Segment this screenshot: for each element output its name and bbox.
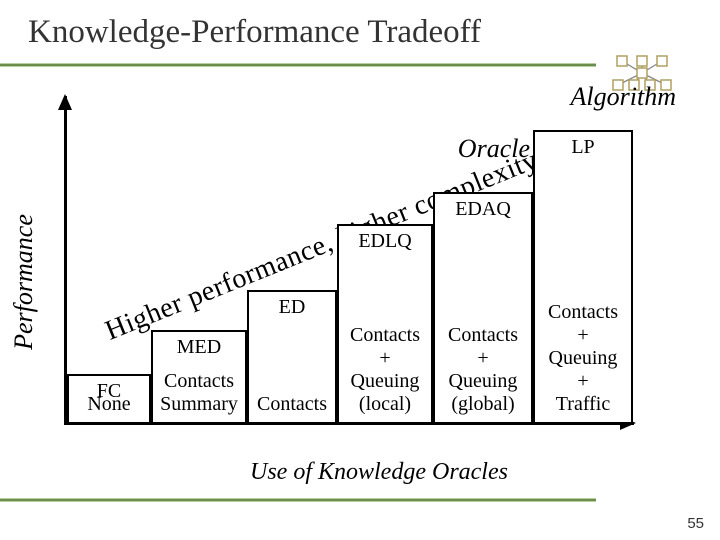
y-axis-label: Performance (9, 214, 39, 350)
bar-algo-label: EDLQ (339, 230, 431, 253)
bar-algo-label: MED (153, 336, 245, 359)
bar-container: FCNoneMED Contacts Summary ED Contacts EDLQ C… (67, 82, 637, 424)
bar-oracle-label: Contacts Summary (153, 370, 245, 416)
bar-oracle-label: Contacts + Queuing (local) (339, 324, 431, 416)
footer-rule (0, 498, 596, 502)
bar-lp: LP Contacts + Queuing + Traffic (533, 130, 633, 424)
bar-ed: ED Contacts (247, 290, 337, 424)
bar-algo-label: EDAQ (435, 198, 531, 221)
chart: Algorithm Oracle Performance Use of Know… (30, 82, 690, 492)
bar-oracle-label: Contacts (249, 393, 335, 416)
page-number: 55 (687, 515, 704, 532)
bar-edlq: EDLQ Contacts + Queuing (local) (337, 224, 433, 424)
bar-algo-label: LP (535, 136, 631, 159)
bar-edaq: EDAQ Contacts + Queuing (global) (433, 192, 533, 424)
title-rule (0, 57, 720, 73)
bar-oracle-label: None (69, 393, 149, 416)
bar-algo-label: ED (249, 296, 335, 319)
bar-fc: FCNone (67, 374, 151, 424)
page-title: Knowledge-Performance Tradeoff (28, 14, 720, 51)
x-axis-label: Use of Knowledge Oracles (250, 459, 508, 486)
bar-oracle-label: Contacts + Queuing (global) (435, 324, 531, 416)
bar-oracle-label: Contacts + Queuing + Traffic (535, 301, 631, 416)
bar-med: MED Contacts Summary (151, 330, 247, 424)
